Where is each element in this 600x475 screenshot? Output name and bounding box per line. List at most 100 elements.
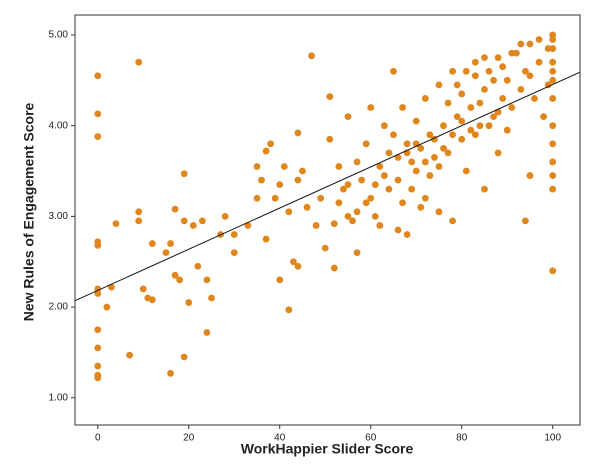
plot-frame [74, 14, 581, 426]
point [180, 170, 188, 178]
y-tick-label: 4.00 [49, 120, 69, 131]
point [103, 303, 111, 311]
point [440, 122, 447, 130]
point [344, 113, 352, 120]
point [394, 226, 402, 234]
point [353, 208, 361, 216]
point [94, 362, 102, 370]
point [431, 154, 438, 161]
point [549, 45, 557, 52]
point [481, 85, 488, 93]
point [317, 194, 325, 202]
point [330, 220, 338, 228]
point [476, 99, 484, 107]
x-tick-label: 0 [95, 433, 101, 444]
point [531, 95, 538, 102]
point [494, 54, 502, 62]
point [203, 276, 211, 284]
point [481, 54, 488, 62]
x-axis-title: WorkHappier Slider Score [241, 441, 414, 457]
point [417, 203, 425, 211]
point [176, 276, 184, 284]
point [135, 58, 143, 66]
y-tick-label: 2.00 [49, 302, 69, 313]
point [258, 176, 265, 184]
point [449, 217, 457, 225]
point [458, 117, 466, 125]
x-tick-label: 60 [365, 433, 377, 444]
point [280, 163, 288, 170]
point [112, 220, 120, 228]
point [267, 140, 275, 148]
y-tick-label: 3.00 [49, 211, 69, 222]
point [380, 172, 388, 179]
point [462, 67, 470, 75]
point [180, 217, 188, 225]
point [467, 126, 475, 134]
point [458, 135, 466, 143]
point [421, 158, 429, 166]
point [467, 104, 475, 111]
point [453, 81, 461, 89]
point [167, 369, 174, 377]
point [503, 126, 511, 134]
point [440, 144, 447, 152]
point [376, 222, 384, 229]
point [126, 351, 133, 359]
point [344, 212, 352, 220]
y-tick-label: 1.00 [49, 392, 69, 403]
point [435, 163, 443, 170]
point [162, 249, 170, 257]
point [135, 208, 143, 216]
point [549, 267, 557, 275]
point [471, 131, 479, 139]
point [380, 122, 388, 130]
point [208, 294, 215, 302]
x-tick-label: 80 [456, 433, 468, 444]
point [303, 203, 311, 211]
point [321, 244, 329, 252]
point [426, 172, 434, 179]
point [362, 199, 370, 207]
point [549, 76, 557, 84]
point [426, 131, 434, 139]
point [326, 93, 334, 101]
point [540, 113, 548, 120]
point [449, 67, 457, 75]
point [353, 249, 361, 257]
x-tick-label: 100 [544, 433, 561, 444]
point [94, 133, 102, 140]
point [340, 185, 347, 193]
point [412, 117, 420, 125]
point [358, 176, 366, 184]
point [522, 217, 529, 225]
point [189, 222, 197, 229]
point [367, 104, 375, 111]
point [185, 299, 193, 306]
x-tick-label: 20 [183, 433, 195, 444]
point [94, 374, 102, 382]
point [221, 212, 229, 220]
point [362, 140, 370, 148]
point [549, 58, 557, 66]
point [94, 241, 102, 249]
point [262, 235, 270, 243]
point [294, 176, 302, 184]
point [262, 147, 270, 155]
point [549, 158, 557, 166]
point [549, 36, 557, 43]
point [481, 185, 488, 193]
point [335, 199, 343, 207]
point [490, 76, 497, 84]
point [508, 104, 516, 111]
point [139, 285, 147, 293]
point [458, 90, 466, 98]
point [335, 163, 343, 170]
point [517, 40, 525, 48]
point [403, 140, 411, 148]
point [444, 149, 452, 157]
point [408, 185, 416, 193]
point [289, 258, 297, 266]
point [435, 81, 443, 89]
